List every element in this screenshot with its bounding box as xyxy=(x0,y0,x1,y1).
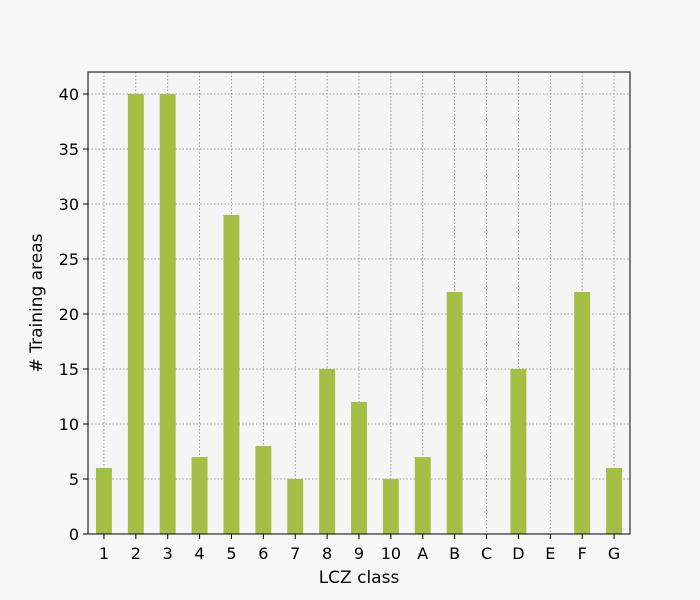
x-tick-label: 9 xyxy=(354,544,364,563)
x-tick-label: D xyxy=(512,544,524,563)
bar-6 xyxy=(255,446,272,534)
x-tick-label: 2 xyxy=(131,544,141,563)
y-tick-label: 25 xyxy=(59,250,79,269)
y-tick-label: 40 xyxy=(59,85,79,104)
bar-F xyxy=(574,292,591,534)
plot-frame xyxy=(87,71,631,535)
y-tick-label: 10 xyxy=(59,415,79,434)
x-axis-ticks: 1 2 3 4 5 6 7 8 9 10 A B C D E F G xyxy=(99,534,620,563)
bar-3 xyxy=(159,94,176,534)
x-tick-label: 10 xyxy=(381,544,401,563)
x-tick-label: 3 xyxy=(163,544,173,563)
bar-10 xyxy=(382,479,399,534)
y-tick-label: 15 xyxy=(59,360,79,379)
bar-9 xyxy=(351,402,367,534)
x-tick-label: B xyxy=(449,544,460,563)
bar-1 xyxy=(95,468,112,534)
bar-2 xyxy=(127,94,144,534)
bar-7 xyxy=(287,479,304,534)
y-tick-label: 35 xyxy=(59,140,79,159)
x-tick-label: 7 xyxy=(290,544,300,563)
x-tick-label: F xyxy=(578,544,587,563)
x-tick-label: G xyxy=(608,544,620,563)
y-tick-label: 0 xyxy=(69,525,79,544)
y-axis-ticks: 0 5 10 15 20 25 30 35 40 xyxy=(59,85,88,544)
bar-5 xyxy=(223,215,240,534)
bar-D xyxy=(510,369,527,534)
bar-A xyxy=(414,457,431,534)
x-tick-label: 4 xyxy=(194,544,204,563)
x-tick-label: A xyxy=(417,544,428,563)
bar-G xyxy=(606,468,623,534)
x-tick-label: E xyxy=(545,544,555,563)
bar-8 xyxy=(319,369,336,534)
y-axis-label: # Training areas xyxy=(27,233,47,372)
y-tick-label: 5 xyxy=(69,470,79,489)
x-tick-label: C xyxy=(481,544,492,563)
x-tick-label: 5 xyxy=(226,544,236,563)
x-tick-label: 6 xyxy=(258,544,268,563)
x-tick-label: 1 xyxy=(99,544,109,563)
y-tick-label: 20 xyxy=(59,305,79,324)
bar-4 xyxy=(191,457,208,534)
x-tick-label: 8 xyxy=(322,544,332,563)
x-axis-label: LCZ class xyxy=(319,568,400,588)
bars xyxy=(95,94,623,534)
bar-B xyxy=(446,292,463,534)
y-tick-label: 30 xyxy=(59,195,79,214)
